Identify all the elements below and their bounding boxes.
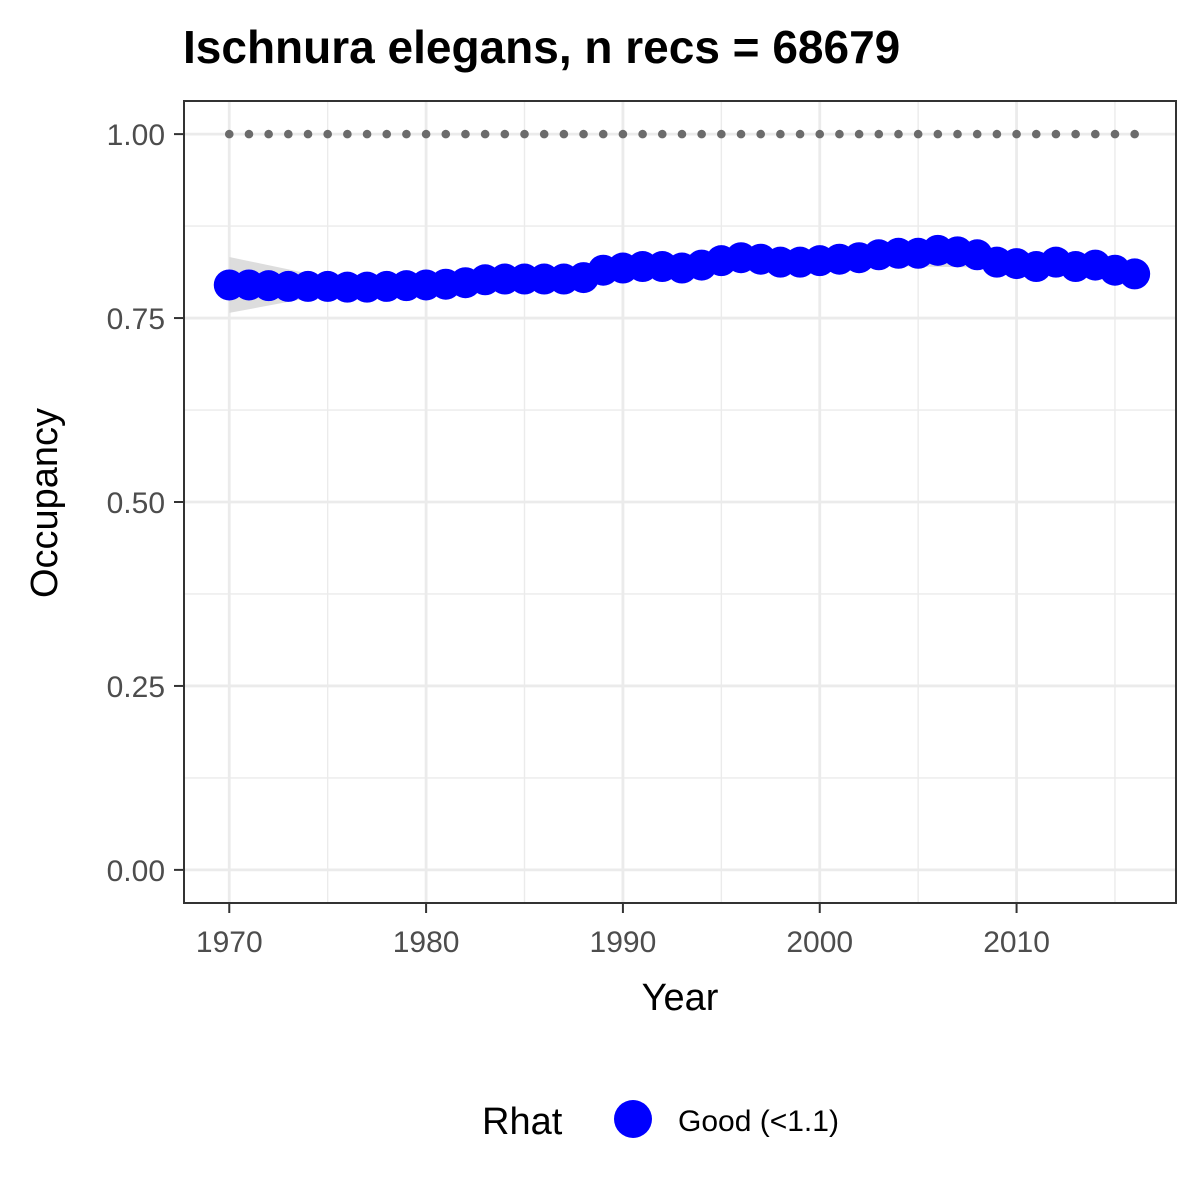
x-tick-label-3: 2000 xyxy=(786,926,853,959)
reference-point-22 xyxy=(657,129,667,139)
reference-point-40 xyxy=(1012,129,1021,139)
reference-point-45 xyxy=(1110,129,1120,139)
x-tick-label-2: 1990 xyxy=(590,926,657,959)
reference-point-3 xyxy=(284,129,293,139)
reference-point-0 xyxy=(224,129,234,139)
chart-title: Ischnura elegans, n recs = 68679 xyxy=(183,21,900,73)
reference-point-16 xyxy=(539,129,549,139)
reference-point-1 xyxy=(244,129,254,139)
reference-point-15 xyxy=(520,129,529,139)
x-axis: 1970 1980 1990 2000 2010 xyxy=(196,903,1050,959)
reference-point-19 xyxy=(598,129,608,139)
reference-point-32 xyxy=(854,129,864,139)
grid-major xyxy=(184,101,1176,903)
reference-point-42 xyxy=(1051,129,1061,139)
reference-point-36 xyxy=(933,129,943,139)
reference-point-39 xyxy=(992,129,1002,139)
reference-point-18 xyxy=(579,129,588,139)
reference-point-11 xyxy=(441,129,451,139)
reference-point-8 xyxy=(382,129,392,139)
y-tick-label-0: 0.00 xyxy=(107,855,165,888)
reference-point-5 xyxy=(323,129,332,139)
legend-title: Rhat xyxy=(482,1101,563,1143)
reference-point-21 xyxy=(638,129,647,139)
reference-point-38 xyxy=(972,129,982,139)
reference-point-46 xyxy=(1130,129,1139,139)
reference-point-35 xyxy=(913,129,923,139)
y-tick-label-1: 0.25 xyxy=(107,671,165,704)
reference-point-27 xyxy=(756,129,765,139)
reference-point-26 xyxy=(736,129,746,139)
reference-point-31 xyxy=(835,129,844,139)
y-tick-label-4: 1.00 xyxy=(107,119,165,152)
reference-point-44 xyxy=(1091,129,1100,139)
data-point-46 xyxy=(1119,258,1151,290)
reference-point-29 xyxy=(795,129,805,139)
reference-point-9 xyxy=(402,129,411,139)
reference-point-10 xyxy=(421,129,431,139)
legend-key-good xyxy=(614,1100,652,1138)
y-axis-title: Occupancy xyxy=(24,408,66,598)
reference-point-14 xyxy=(500,129,510,139)
data-points xyxy=(213,234,1151,303)
reference-point-2 xyxy=(264,129,273,139)
reference-point-7 xyxy=(362,129,372,139)
y-axis: 0.00 0.25 0.50 0.75 1.00 xyxy=(107,119,184,888)
reference-point-13 xyxy=(480,129,490,139)
reference-point-28 xyxy=(776,129,785,139)
reference-point-20 xyxy=(618,129,628,139)
reference-point-25 xyxy=(717,129,726,139)
reference-point-33 xyxy=(874,129,884,139)
x-tick-label-1: 1980 xyxy=(393,926,460,959)
reference-point-12 xyxy=(461,129,470,139)
legend-label-good: Good (<1.1) xyxy=(678,1105,839,1138)
legend: Rhat Good (<1.1) xyxy=(482,1100,839,1143)
y-tick-label-3: 0.75 xyxy=(107,303,165,336)
reference-point-30 xyxy=(815,129,825,139)
x-tick-label-0: 1970 xyxy=(196,926,263,959)
reference-point-23 xyxy=(677,129,687,139)
reference-point-17 xyxy=(559,129,569,139)
reference-point-34 xyxy=(894,129,903,139)
reference-point-41 xyxy=(1031,129,1041,139)
reference-line xyxy=(224,129,1139,139)
reference-point-6 xyxy=(343,129,352,139)
x-tick-label-4: 2010 xyxy=(983,926,1050,959)
y-tick-label-2: 0.50 xyxy=(107,487,165,520)
reference-point-37 xyxy=(953,129,962,139)
reference-point-24 xyxy=(697,129,706,139)
reference-point-4 xyxy=(303,129,313,139)
reference-point-43 xyxy=(1071,129,1080,139)
x-axis-title: Year xyxy=(642,977,719,1019)
